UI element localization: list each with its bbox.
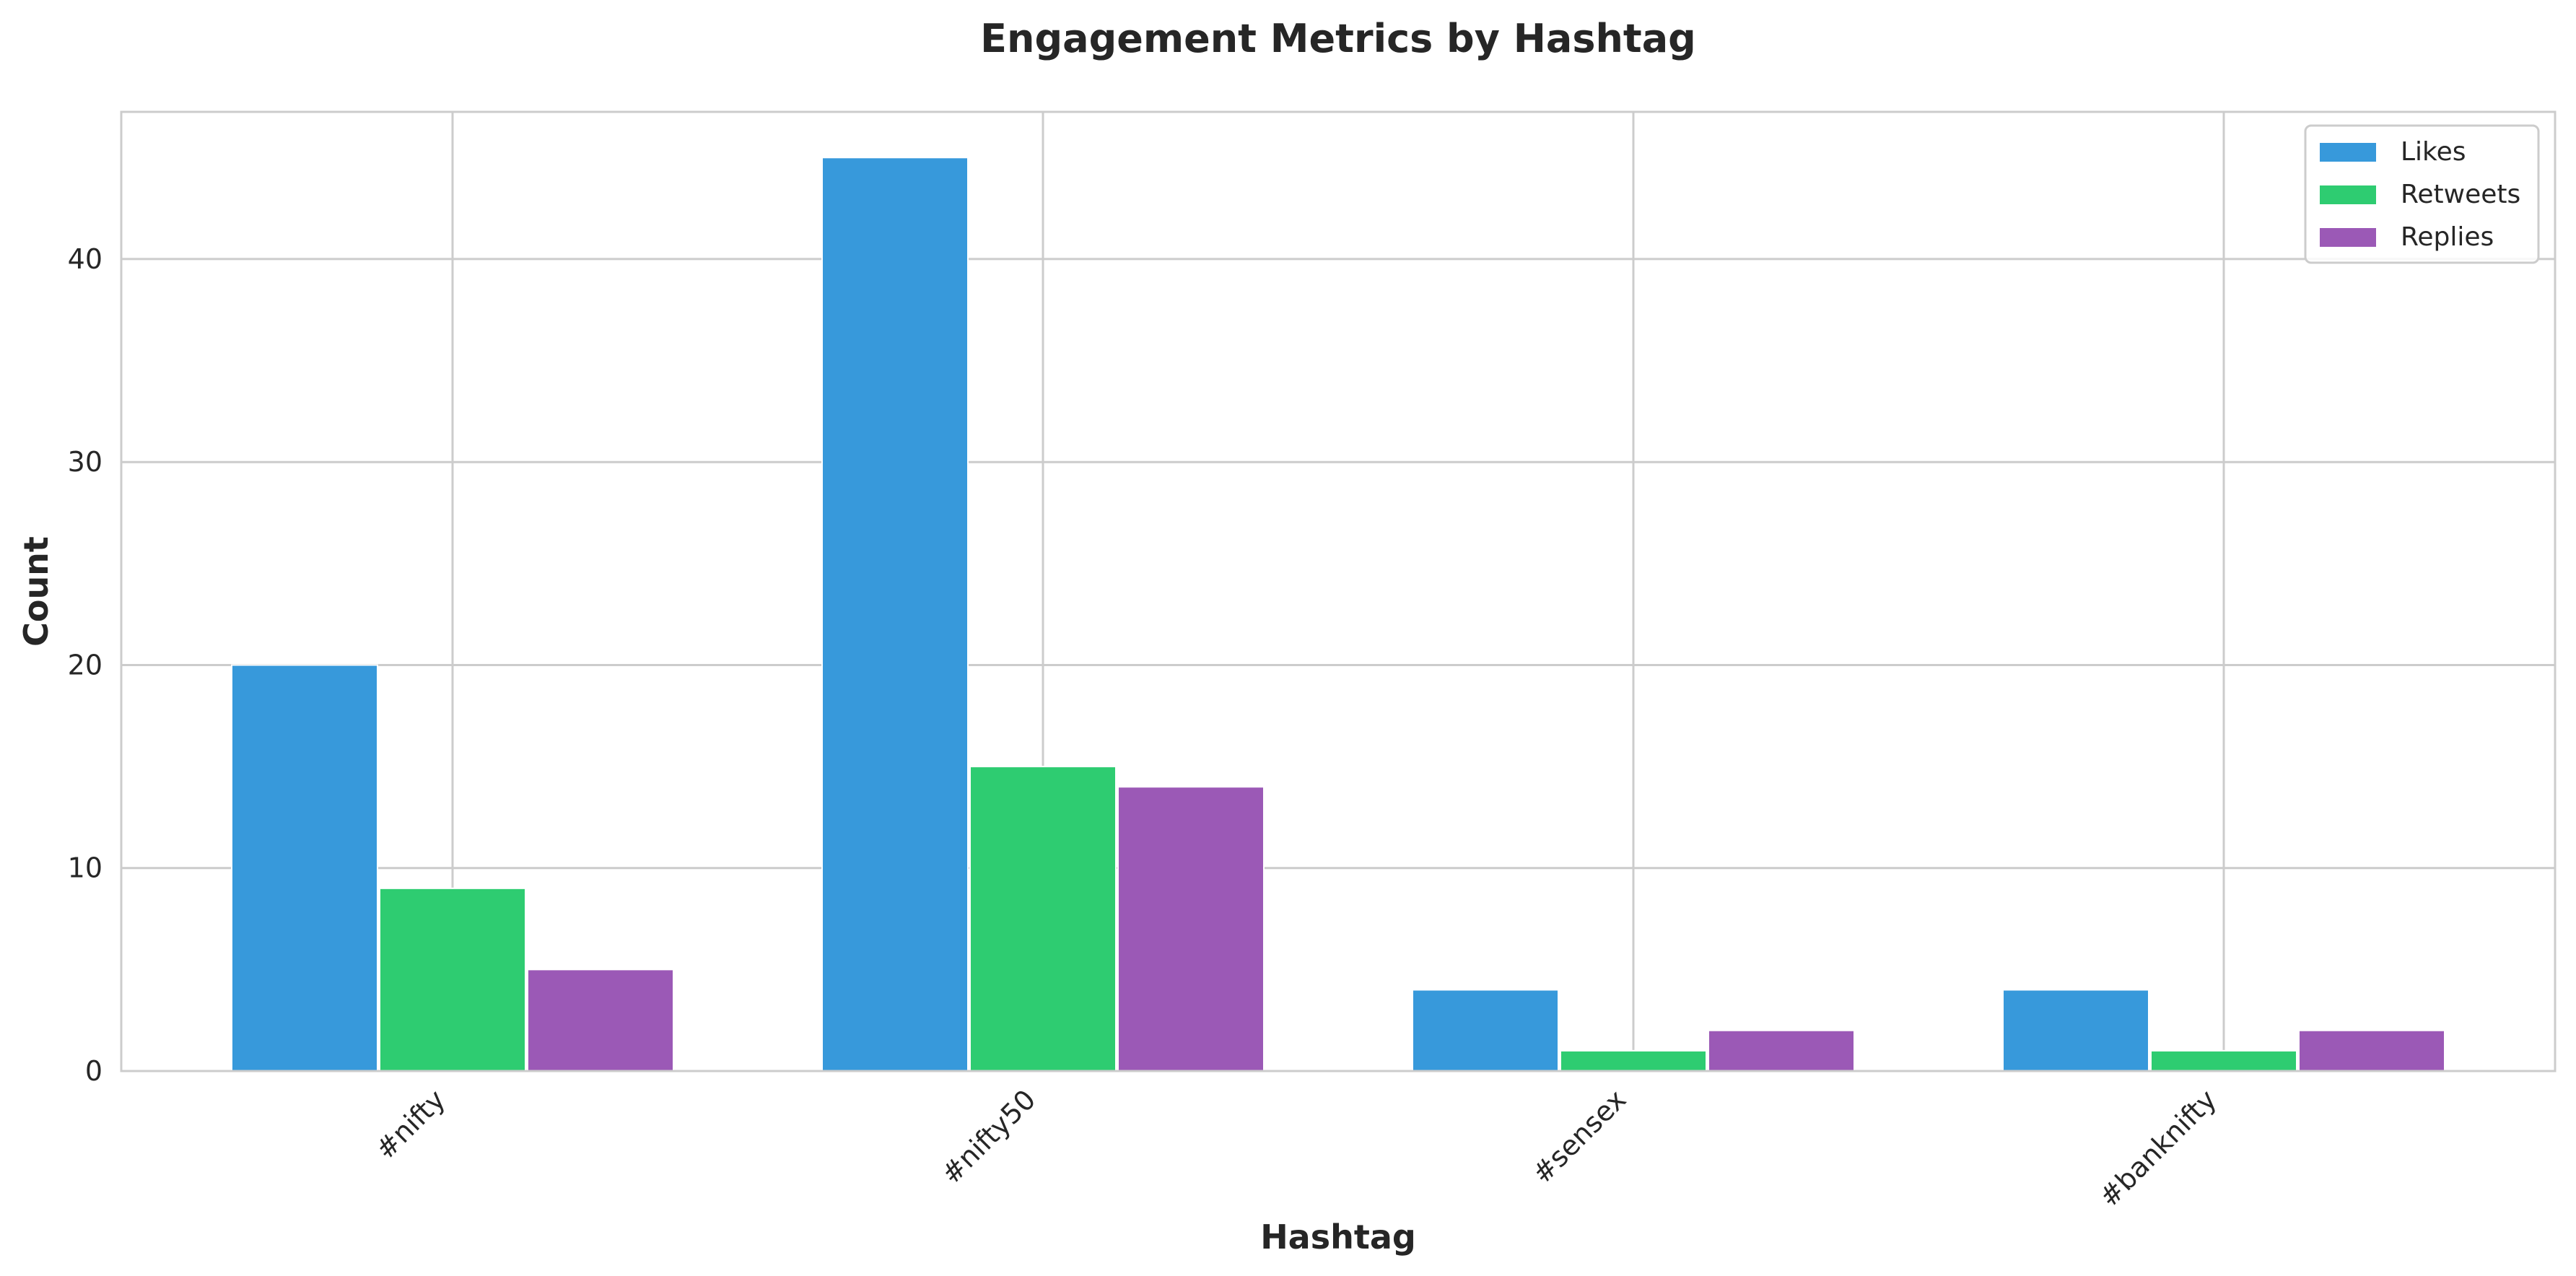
- bar-retweets-1: [379, 887, 526, 1072]
- bar-replies-4: [2298, 1029, 2445, 1072]
- bar-replies-1: [527, 969, 674, 1072]
- bars: [231, 157, 2445, 1072]
- bar-retweets-4: [2150, 1049, 2297, 1072]
- bar-likes-2: [821, 157, 969, 1072]
- y-tick-label: 0: [85, 1055, 102, 1087]
- y-tick-label: 40: [68, 243, 102, 275]
- plot-frame: [120, 110, 2557, 1072]
- y-axis-ticks: 0 10 20 30 40: [68, 243, 102, 1087]
- legend-label-likes: Likes: [2401, 137, 2466, 167]
- bar-replies-2: [1117, 786, 1265, 1072]
- bar-replies-3: [1708, 1029, 1855, 1072]
- chart-title: Engagement Metrics by Hashtag: [980, 16, 1696, 61]
- legend: Likes Retweets Replies: [2304, 124, 2540, 264]
- legend-swatch-replies: [2320, 228, 2376, 247]
- y-tick-label: 30: [68, 446, 102, 478]
- y-axis-label: Count: [17, 536, 56, 647]
- bar-retweets-2: [969, 766, 1117, 1072]
- legend-label-replies: Replies: [2401, 222, 2494, 252]
- bar-likes-3: [1412, 989, 1559, 1072]
- y-tick-label: 10: [68, 852, 102, 884]
- legend-swatch-retweets: [2320, 185, 2376, 204]
- legend-swatch-likes: [2320, 143, 2376, 162]
- legend-label-retweets: Retweets: [2401, 180, 2520, 209]
- bar-retweets-3: [1560, 1049, 1707, 1072]
- bar-likes-4: [2002, 989, 2149, 1072]
- x-axis-label: Hashtag: [1260, 1218, 1416, 1257]
- bar-likes-1: [231, 664, 378, 1072]
- y-tick-label: 20: [68, 649, 102, 681]
